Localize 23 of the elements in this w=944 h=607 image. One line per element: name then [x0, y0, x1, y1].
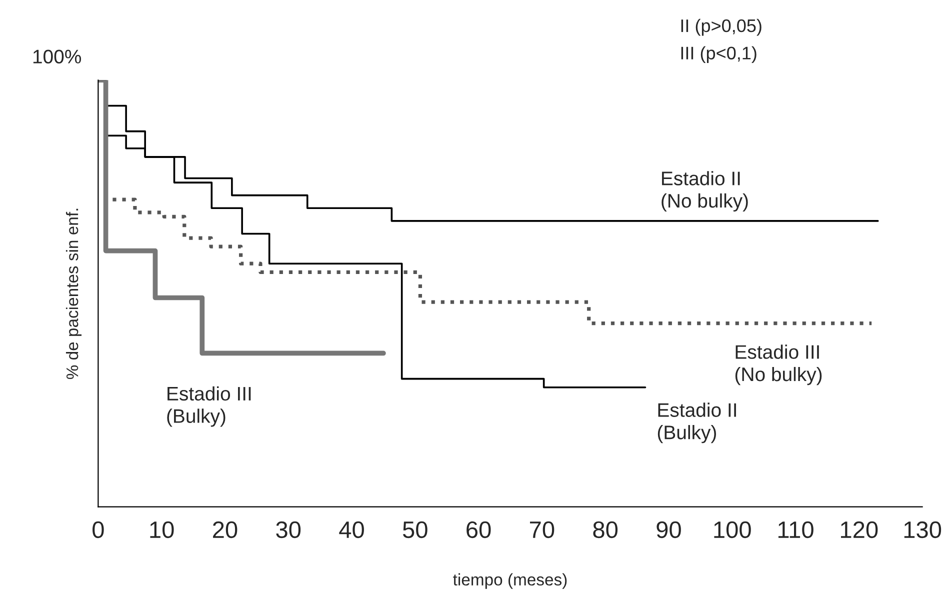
x-tick-label: 120	[841, 521, 878, 538]
series-label: Estadio III (No bulky)	[735, 344, 822, 386]
x-axis-title: tiempo (meses)	[453, 573, 567, 589]
x-tick-label: 50	[402, 521, 428, 538]
x-tick-label: 40	[339, 521, 364, 538]
x-tick-label: 90	[656, 521, 681, 538]
x-tick-label: 130	[904, 521, 942, 538]
series-label: Estadio II (No bulky)	[662, 171, 748, 212]
series-label: Estadio II (Bulky)	[658, 402, 736, 444]
x-tick-label: 0	[92, 521, 104, 538]
x-tick-label: 110	[778, 521, 814, 538]
x-tick-label: 10	[150, 521, 174, 538]
text: II (p>0,05)	[681, 18, 762, 36]
x-tick-label: 60	[466, 521, 491, 538]
x-tick-label: 80	[593, 521, 618, 538]
series-label: Estadio III (Bulky)	[167, 386, 251, 427]
x-tick-label: 20	[213, 521, 238, 538]
x-tick-label: 30	[276, 521, 301, 538]
x-tick-label: 70	[530, 521, 554, 538]
x-tick-label: 100	[714, 521, 751, 538]
y-axis-title: % de pacientes sin enf.	[66, 208, 82, 380]
text: 100%	[33, 50, 82, 64]
text: III (p<0,1)	[681, 46, 756, 64]
